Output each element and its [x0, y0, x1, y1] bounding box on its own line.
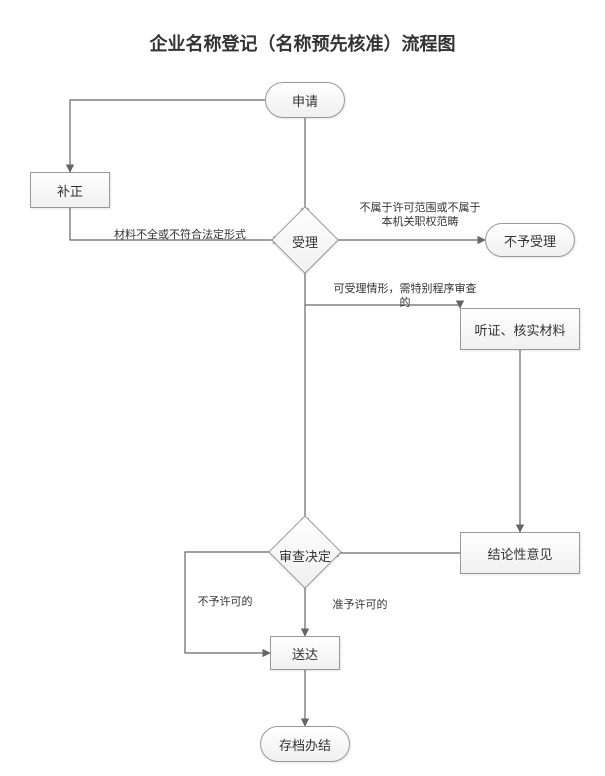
edge-label-approve: 准予许可的: [325, 598, 395, 612]
node-deliver: 送达: [270, 636, 340, 670]
edge-label-deny: 不予许可的: [190, 595, 260, 609]
edge-label-incomplete: 材料不全或不符合法定形式: [100, 228, 260, 242]
node-review: [268, 515, 342, 589]
node-apply: 申请: [265, 82, 345, 118]
node-conclude: 结论性意见: [460, 532, 580, 574]
edge-label-out-scope: 不属于许可范围或不属于本机关职权范畴: [355, 201, 485, 230]
node-archive: 存档办结: [260, 726, 350, 762]
page-title: 企业名称登记（名称预先核准）流程图: [0, 30, 605, 56]
node-supplement: 补正: [30, 172, 110, 208]
node-accept: [271, 206, 339, 274]
edge-label-special: 可受理情形，需特别程序审查的: [330, 282, 480, 311]
node-reject: 不予受理: [485, 223, 575, 257]
node-hearing: 听证、核实材料: [460, 308, 580, 350]
